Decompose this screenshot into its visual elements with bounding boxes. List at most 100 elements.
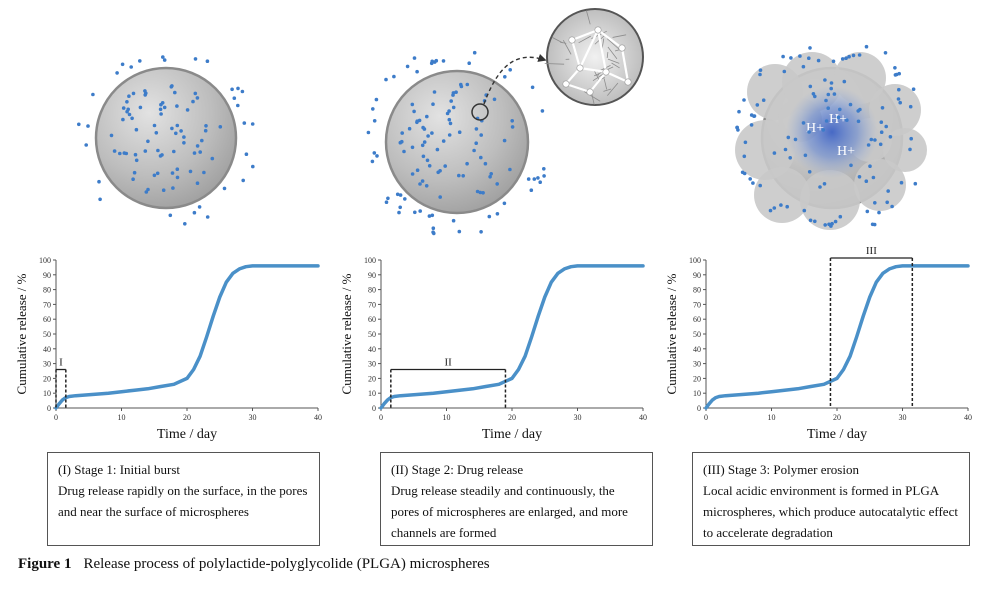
- drug-dot: [864, 179, 869, 183]
- polymer-strand: [611, 62, 620, 69]
- x-tick-label: 0: [54, 413, 58, 422]
- drug-dot: [779, 203, 783, 207]
- drug-dot: [372, 151, 377, 155]
- drug-dot: [807, 130, 811, 134]
- drug-dot: [748, 177, 752, 181]
- drug-dot: [197, 205, 202, 209]
- drug-dot: [154, 131, 159, 135]
- drug-dot: [415, 168, 420, 172]
- drug-dot: [743, 140, 748, 145]
- drug-dot: [465, 161, 469, 166]
- eroded-polymer-fragment: [754, 167, 810, 223]
- drug-dot: [395, 192, 400, 197]
- drug-dot: [192, 151, 197, 155]
- drug-dot: [823, 223, 827, 227]
- drug-dot: [479, 155, 483, 160]
- drug-dot: [425, 114, 429, 119]
- eroded-polymer-fragment: [735, 120, 795, 180]
- drug-dot: [782, 69, 787, 74]
- polymer-network-link: [571, 28, 599, 42]
- drug-dot: [857, 53, 862, 57]
- drug-dot: [431, 226, 436, 230]
- drug-dot: [908, 147, 912, 152]
- drug-dot: [873, 138, 877, 142]
- drug-dot: [808, 46, 812, 50]
- drug-dot: [112, 149, 117, 153]
- polymer-strand: [607, 58, 620, 64]
- stage-box-3: (III) Stage 3: Polymer erosion Local aci…: [692, 452, 970, 546]
- drug-dot: [879, 120, 884, 124]
- drug-dot: [398, 193, 403, 197]
- y-tick-label: 100: [689, 256, 701, 265]
- drug-dot: [508, 167, 512, 172]
- polymer-network-node: [562, 80, 570, 88]
- drug-dot: [203, 128, 208, 133]
- drug-dot: [129, 65, 133, 69]
- caption-text: Release process of polylactide-polyglyco…: [83, 556, 490, 572]
- drug-dot: [898, 100, 902, 105]
- drug-dot: [174, 131, 178, 136]
- drug-dot: [866, 143, 871, 147]
- drug-dot: [427, 164, 432, 168]
- drug-dot: [204, 124, 208, 128]
- y-tick-label: 50: [43, 330, 51, 339]
- y-tick-label: 90: [43, 271, 51, 280]
- drug-dot: [908, 104, 913, 109]
- bracket-label: I: [59, 357, 63, 369]
- drug-dot: [502, 201, 507, 206]
- drug-dot: [426, 134, 430, 138]
- drug-dot: [115, 71, 119, 75]
- drug-dot: [751, 181, 755, 185]
- drug-dot: [451, 93, 455, 97]
- y-tick-label: 80: [693, 286, 701, 295]
- drug-dot: [126, 107, 130, 112]
- drug-dot: [134, 127, 139, 132]
- stage-box-1: (I) Stage 1: Initial burst Drug release …: [47, 452, 320, 546]
- zoom-arrow: [483, 53, 547, 105]
- drug-dot: [838, 214, 843, 219]
- illustrations: H+H+H+: [77, 8, 927, 236]
- drug-dot: [532, 177, 537, 181]
- drug-dot: [133, 152, 138, 157]
- drug-dot: [447, 109, 451, 113]
- drug-dot: [479, 230, 483, 234]
- stage-bracket: II: [390, 357, 507, 408]
- drug-dot: [91, 92, 95, 97]
- drug-dot: [478, 190, 483, 195]
- drug-dot: [510, 119, 514, 123]
- drug-dot: [398, 205, 403, 210]
- drug-dot: [877, 210, 881, 215]
- drug-dot: [831, 59, 836, 64]
- polymer-network-link: [570, 39, 582, 69]
- polymer-strand: [560, 41, 567, 44]
- drug-dot: [510, 125, 515, 129]
- y-tick-label: 70: [693, 300, 701, 309]
- polymer-strand: [603, 78, 608, 90]
- bracket-label: III: [866, 245, 877, 257]
- x-tick-label: 10: [443, 413, 451, 422]
- drug-dot: [443, 164, 448, 168]
- drug-dot: [481, 191, 485, 195]
- drug-dot: [441, 59, 446, 63]
- polymer-network-link: [597, 29, 623, 49]
- drug-dot: [488, 175, 492, 179]
- drug-dot: [241, 178, 245, 183]
- polymer-strand: [585, 10, 591, 25]
- drug-dot: [427, 214, 432, 218]
- x-tick-label: 10: [768, 413, 776, 422]
- drug-dot: [879, 130, 884, 134]
- drug-dot: [170, 171, 175, 175]
- proton-label: H+: [829, 112, 847, 127]
- drug-dot: [768, 208, 773, 213]
- drug-dot: [761, 98, 766, 102]
- drug-dot: [457, 229, 462, 234]
- drug-dot: [816, 58, 821, 63]
- drug-dot: [864, 44, 869, 49]
- drug-dot: [371, 107, 375, 111]
- drug-dot: [158, 107, 163, 112]
- drug-dot: [749, 123, 754, 127]
- drug-dot: [793, 137, 798, 142]
- microsphere-body: [384, 69, 530, 215]
- drug-dot: [127, 112, 132, 117]
